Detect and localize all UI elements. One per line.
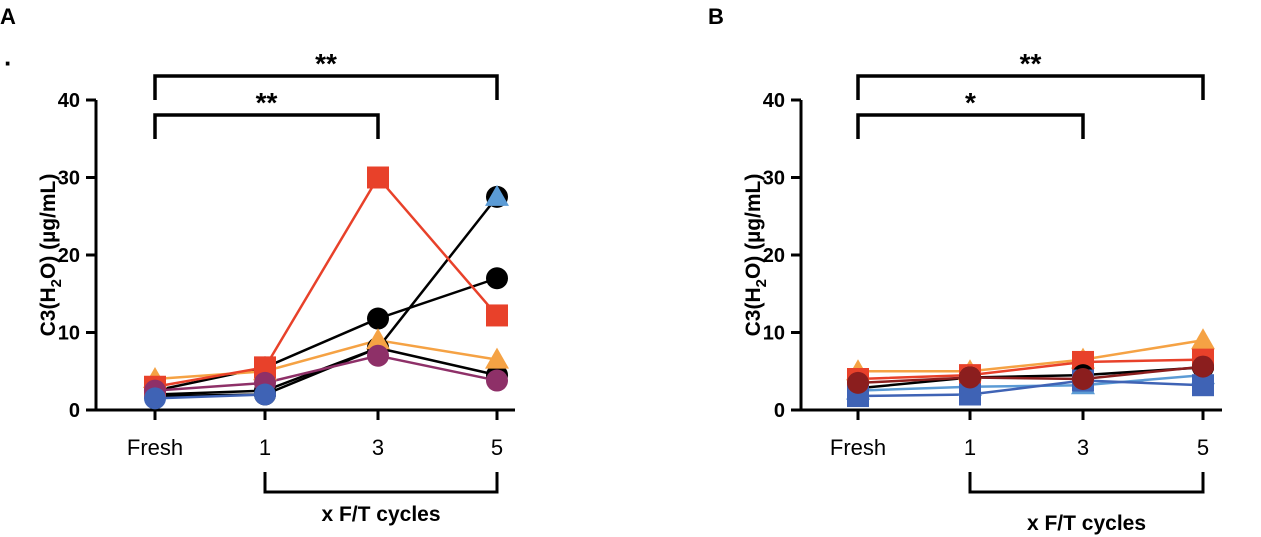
y-tick-label: 40 bbox=[58, 90, 80, 112]
x-group-label: x F/T cycles bbox=[1027, 512, 1146, 535]
panel-a: A · 0 10 20 30 40 Fresh 1 3 5 C3(H2O) (µg/mL) ** ** x … bbox=[0, 4, 515, 526]
data-point-red bbox=[254, 356, 276, 379]
data-point-purple bbox=[367, 344, 389, 367]
series-line-light-blue bbox=[857, 373, 1204, 392]
y-tick-label: 0 bbox=[774, 400, 785, 422]
data-point-blue bbox=[485, 184, 509, 206]
data-point-dark-red bbox=[1192, 355, 1214, 378]
data-point-red bbox=[367, 166, 389, 189]
y-tick-label: 0 bbox=[69, 400, 80, 422]
x-tick-label: Fresh bbox=[127, 435, 183, 460]
significance-label: ** bbox=[315, 48, 337, 79]
x-tick-label: 1 bbox=[964, 435, 976, 460]
significance-label: ** bbox=[256, 87, 278, 118]
data-point-purple bbox=[486, 369, 508, 392]
data-point-navy bbox=[1192, 374, 1214, 397]
significance-label: ** bbox=[1020, 48, 1042, 79]
y-tick-label: 20 bbox=[763, 245, 785, 267]
x-tick-label: Fresh bbox=[830, 435, 886, 460]
panel-letter: B bbox=[708, 4, 724, 29]
significance-label: * bbox=[965, 87, 976, 118]
data-point-black-2 bbox=[367, 307, 389, 330]
data-point-dark-red bbox=[1072, 368, 1094, 390]
x-tick-label: 5 bbox=[1197, 435, 1209, 460]
significance-bracket bbox=[856, 113, 1085, 139]
data-point-black-2 bbox=[486, 267, 508, 290]
y-tick-label: 10 bbox=[58, 323, 80, 345]
y-axis-label: C3(H2O) (µg/mL) bbox=[742, 174, 770, 337]
series-line-purple bbox=[154, 354, 498, 392]
data-point-red bbox=[486, 304, 508, 327]
series-line-orange bbox=[858, 339, 1204, 373]
group-bracket bbox=[968, 472, 1205, 494]
data-point-orange bbox=[485, 347, 509, 369]
data-point-dark-red bbox=[959, 366, 981, 389]
data-point-navy bbox=[144, 387, 166, 410]
significance-bracket bbox=[153, 113, 380, 139]
significance-bracket bbox=[856, 74, 1205, 100]
x-tick-label: 3 bbox=[1077, 435, 1089, 460]
y-tick-label: 20 bbox=[58, 245, 80, 267]
panel-letter: A bbox=[0, 4, 16, 29]
x-tick-label: 5 bbox=[491, 435, 503, 460]
group-bracket bbox=[263, 472, 499, 494]
x-tick-label: 3 bbox=[372, 435, 384, 460]
y-tick-label: 40 bbox=[763, 90, 785, 112]
series-line-red bbox=[857, 358, 1204, 381]
data-point-navy bbox=[254, 383, 276, 406]
x-group-label: x F/T cycles bbox=[321, 503, 440, 526]
stray-mark: · bbox=[4, 48, 13, 78]
y-tick-label: 10 bbox=[763, 323, 785, 345]
data-point-navy bbox=[959, 383, 981, 406]
data-point-orange bbox=[1191, 328, 1215, 350]
x-tick-label: 1 bbox=[259, 435, 271, 460]
series-line-red bbox=[154, 175, 498, 388]
data-point-dark-red bbox=[847, 371, 869, 394]
series-line-orange bbox=[154, 338, 498, 381]
significance-bracket bbox=[153, 74, 499, 100]
series-line-black bbox=[857, 366, 1204, 390]
data-point-orange bbox=[366, 328, 390, 350]
series-line-navy bbox=[857, 379, 1204, 398]
y-tick-label: 30 bbox=[58, 168, 80, 190]
y-tick-label: 30 bbox=[763, 168, 785, 190]
series-line-navy bbox=[154, 393, 266, 400]
series-line-dark-red bbox=[857, 365, 1204, 385]
y-axis-label: C3(H2O) (µg/mL) bbox=[37, 174, 65, 337]
series-line-black-2 bbox=[154, 277, 498, 392]
